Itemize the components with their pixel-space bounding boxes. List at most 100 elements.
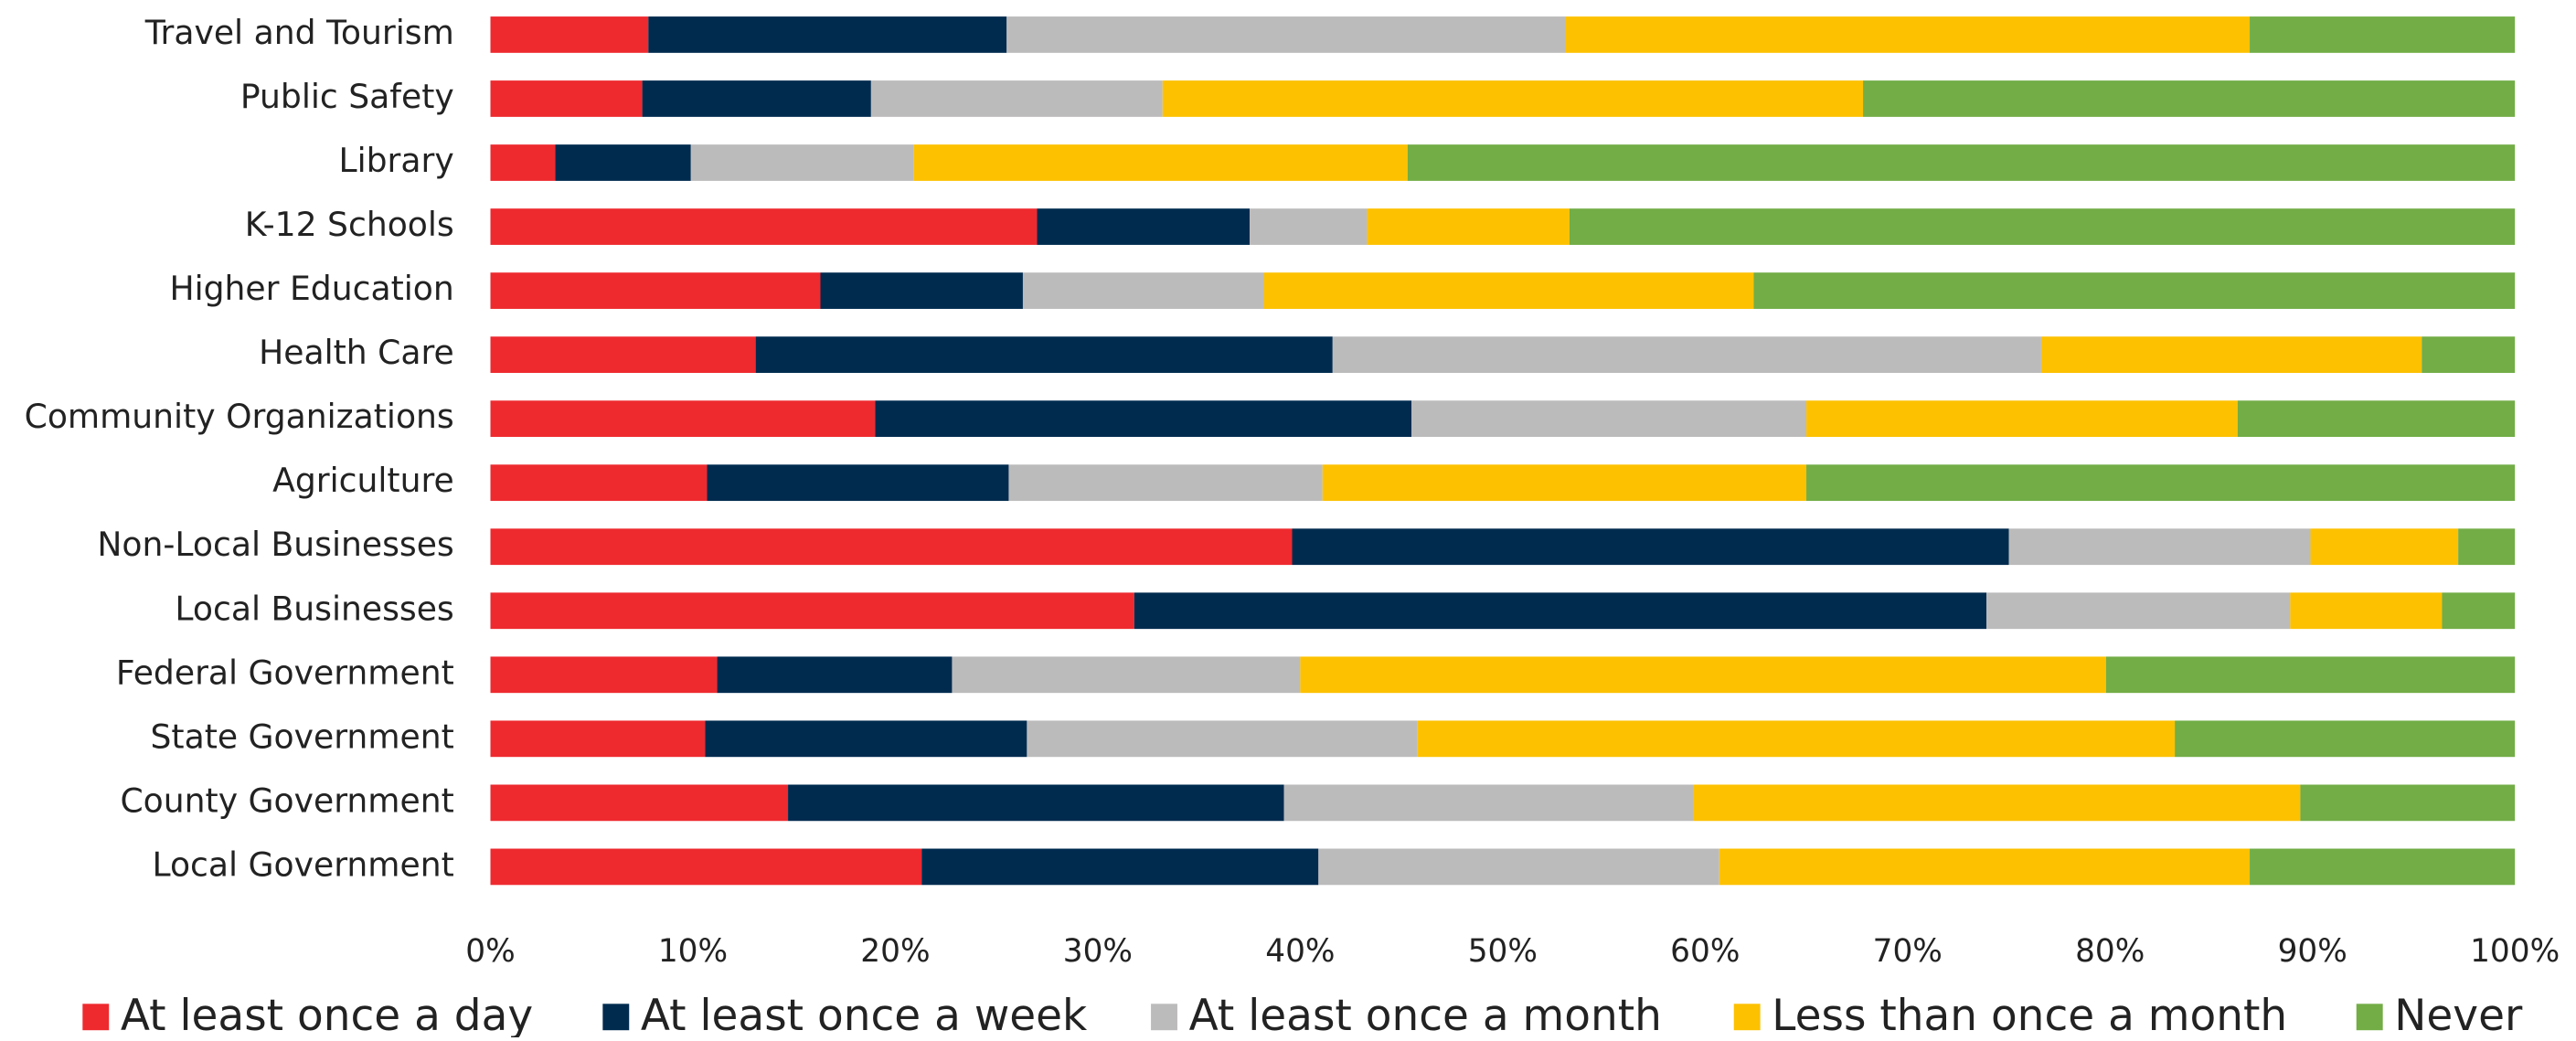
bar-segment [1318,848,1719,886]
category-label: Federal Government [116,653,454,692]
bar-segment [2442,592,2516,630]
bar-segment [1292,528,2009,566]
bar-segment [490,720,706,758]
bar-segment [755,336,1333,373]
bar-segment [1162,80,1864,117]
x-tick-label: 60% [1670,933,1740,970]
category-label: Agriculture [272,461,454,500]
bar-segment [490,848,922,886]
category-label: K-12 Schools [245,205,454,244]
legend-label: At least once a month [1189,991,1662,1037]
bar-segment [820,272,1023,309]
bar-segment [1806,400,2238,438]
bar-segment [1367,208,1570,245]
legend-label: At least once a day [121,991,533,1037]
x-tick-label: 20% [860,933,930,970]
bar-segment [2008,528,2311,566]
bar-segment [490,80,643,117]
legend-swatch [1733,1004,1761,1031]
category-label: Local Government [152,844,453,884]
bar-segment [705,720,1027,758]
x-tick-label: 10% [658,933,728,970]
bar-segment [1283,784,1694,822]
bar-segment [1986,592,2291,630]
x-tick-label: 30% [1063,933,1133,970]
x-tick-label: 80% [2075,933,2145,970]
bar-segment [490,144,556,181]
bar-segment [1806,464,2516,502]
category-label: Non-Local Businesses [97,525,453,564]
bar-segment [913,144,1408,181]
bar-segment [490,592,1134,630]
legend-label: Less than once a month [1772,991,2287,1037]
bar-segment [1022,272,1264,309]
bar-segment [788,784,1284,822]
bar-segment [1411,400,1807,438]
x-tick-label: 100% [2470,933,2560,970]
bar-segment [2250,848,2516,886]
bar-segment [870,80,1163,117]
bar-segment [490,464,708,502]
bar-segment [1006,16,1566,53]
category-label: Travel and Tourism [144,13,454,52]
bar-segment [2237,400,2516,438]
bar-segment [2175,720,2516,758]
bar-segment [2422,336,2516,373]
bar-segment [2250,16,2516,53]
bar-segment [490,272,821,309]
bar-segment [1693,784,2301,822]
bar-segment [921,848,1319,886]
bar-segment [1407,144,2516,181]
category-label: County Government [120,781,453,820]
bar-segment [555,144,691,181]
bar-segment [2458,528,2516,566]
bar-segment [490,528,1293,566]
category-label: State Government [151,717,454,756]
legend-label: Never [2394,991,2523,1037]
legend-swatch [602,1004,630,1031]
x-tick-label: 70% [1873,933,1943,970]
bar-segment [490,656,718,694]
category-label: Library [338,141,453,180]
bar-segment [2300,784,2516,822]
bar-segment [690,144,914,181]
bar-segment [490,400,876,438]
x-tick-label: 0% [465,933,515,970]
bar-segment [490,208,1038,245]
bar-segment [642,80,871,117]
bar-segment [648,16,1007,53]
category-label: Higher Education [169,269,453,308]
x-tick-label: 40% [1265,933,1335,970]
bar-segment [1719,848,2251,886]
bar-segment [1134,592,1987,630]
category-label: Health Care [259,333,454,372]
x-tick-label: 50% [1468,933,1538,970]
bar-segment [1569,208,2516,245]
bar-segment [1322,464,1807,502]
bar-segment [1027,720,1418,758]
bar-segment [875,400,1412,438]
legend-swatch [1151,1004,1177,1031]
bar-segment [1753,272,2516,309]
bar-segment [490,336,756,373]
category-label: Local Businesses [175,589,453,628]
bar-segment [1263,272,1754,309]
bar-segment [490,16,649,53]
bar-segment [1008,464,1323,502]
x-tick-label: 90% [2278,933,2347,970]
bar-segment [2310,528,2459,566]
bar-segment [1863,80,2516,117]
bar-segment [1300,656,2106,694]
bar-segment [2105,656,2516,694]
legend-swatch [82,1004,110,1031]
legend-swatch [2356,1004,2383,1031]
bar-segment [1037,208,1251,245]
category-label: Community Organizations [25,397,454,436]
bar-segment [1417,720,2176,758]
bar-segment [1332,336,2041,373]
bar-segment [952,656,1301,694]
bar-segment [1565,16,2251,53]
category-label: Public Safety [240,77,454,116]
bar-segment [1250,208,1368,245]
